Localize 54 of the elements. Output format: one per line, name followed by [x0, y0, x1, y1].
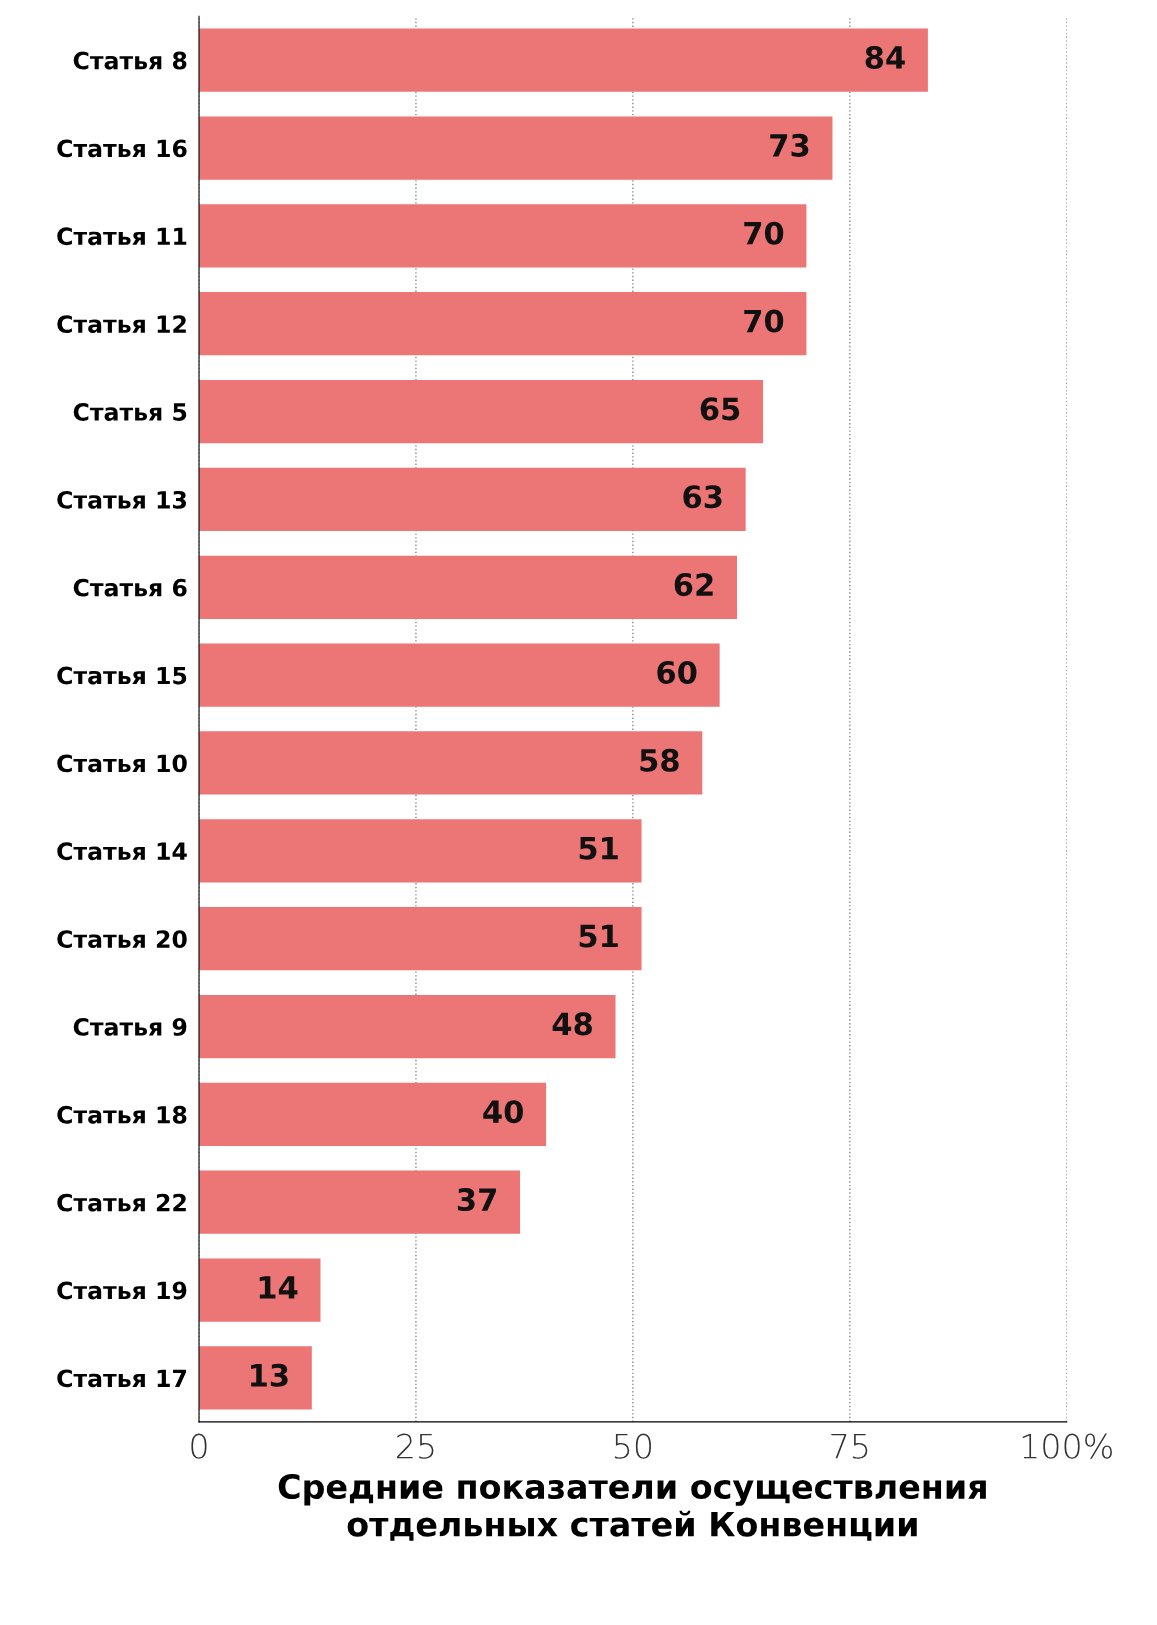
x-tick-label: 0	[191, 1433, 207, 1459]
y-tick-label: Статья 6	[73, 578, 187, 597]
y-tick-label: Статья 13	[57, 490, 187, 509]
bar	[199, 1258, 321, 1322]
data-label: 37	[457, 1188, 496, 1212]
x-tick-label: 50	[614, 1433, 651, 1459]
data-label: 51	[579, 924, 618, 948]
bar	[199, 555, 738, 619]
data-label: 63	[683, 485, 722, 509]
bar	[199, 379, 764, 444]
x-tick-label: 25	[397, 1433, 434, 1459]
bar	[199, 819, 642, 883]
data-label: 48	[552, 1012, 592, 1036]
data-label: 62	[674, 573, 713, 597]
bar	[199, 1346, 312, 1410]
bar	[199, 994, 616, 1059]
y-tick-label: Статья 20	[57, 930, 187, 948]
bar	[199, 1082, 547, 1147]
data-label: 70	[744, 221, 784, 245]
y-tick-label: Статья 15	[57, 666, 187, 685]
bar	[199, 204, 807, 268]
bar	[199, 643, 720, 707]
x-tick-label: 100%	[1022, 1433, 1112, 1459]
data-label: 73	[770, 133, 809, 157]
x-axis-title: Средние показатели осуществления отдельных статей Конвенции	[278, 1473, 986, 1541]
data-label: 84	[865, 45, 905, 70]
y-tick-label: Статья 10	[57, 754, 187, 773]
bar	[199, 28, 928, 92]
bar	[199, 116, 833, 180]
data-label: 60	[657, 660, 697, 684]
bar	[199, 907, 642, 971]
data-label: 14	[259, 1276, 298, 1299]
data-label: 40	[483, 1100, 523, 1124]
y-tick-label: Статья 19	[57, 1281, 187, 1300]
data-label: 65	[700, 397, 740, 421]
bar	[199, 292, 807, 356]
y-tick-label: Статья 18	[57, 1105, 187, 1124]
y-tick-label: Статья 17	[57, 1369, 187, 1388]
y-tick-label: Статья 9	[73, 1017, 187, 1036]
y-tick-label: Статья 5	[73, 403, 187, 421]
data-label: 51	[579, 836, 618, 860]
y-tick-label: Статья 14	[57, 842, 187, 861]
y-tick-label: Статья 11	[57, 227, 187, 246]
data-label: 70	[744, 309, 784, 333]
data-label: 58	[640, 748, 679, 772]
data-label: 13	[251, 1363, 288, 1387]
bar	[199, 1170, 521, 1234]
y-tick-label: Статья 12	[57, 315, 186, 334]
bar	[199, 731, 703, 795]
x-tick-label: 75	[831, 1434, 868, 1459]
bar	[199, 467, 746, 532]
y-tick-label: Статья 16	[57, 139, 187, 158]
y-tick-label: Статья 8	[73, 51, 187, 70]
y-tick-label: Статья 22	[57, 1193, 186, 1212]
